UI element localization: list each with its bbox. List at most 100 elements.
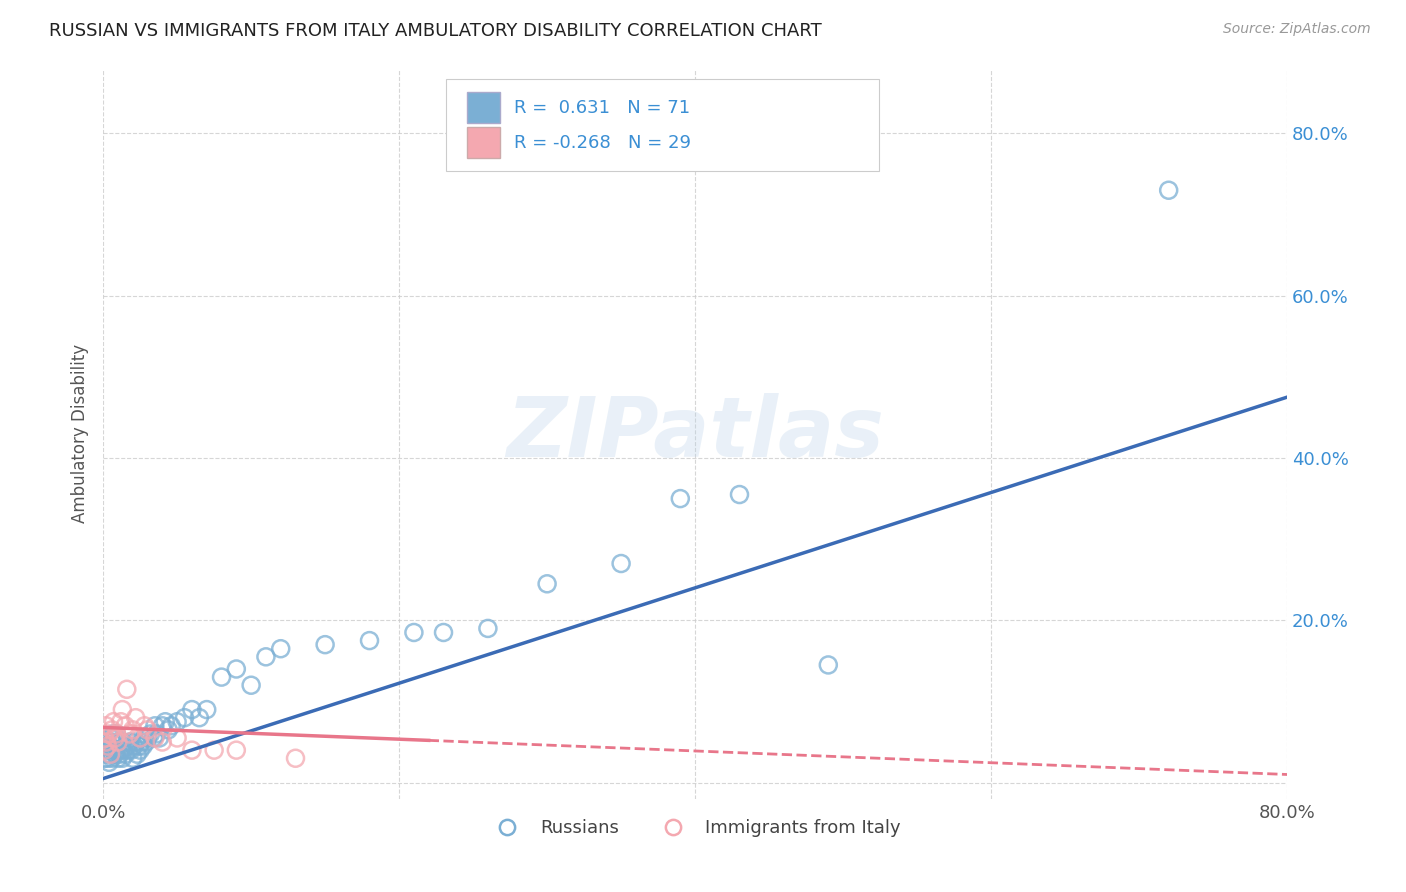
Point xyxy=(115,739,138,753)
Point xyxy=(134,731,156,745)
Point xyxy=(103,714,125,729)
Point xyxy=(105,727,128,741)
Point xyxy=(135,735,157,749)
Point xyxy=(94,747,117,762)
Point xyxy=(432,625,454,640)
Point xyxy=(97,751,120,765)
Point xyxy=(118,735,141,749)
Point xyxy=(117,743,139,757)
Point xyxy=(120,743,142,757)
Text: R = -0.268   N = 29: R = -0.268 N = 29 xyxy=(515,134,690,152)
Point xyxy=(202,743,225,757)
Point xyxy=(105,743,128,757)
Point xyxy=(104,747,127,762)
Point xyxy=(225,743,247,757)
Point xyxy=(94,739,117,753)
Point xyxy=(103,743,125,757)
Point xyxy=(94,719,117,733)
Point xyxy=(93,751,115,765)
Point xyxy=(100,747,122,762)
Point xyxy=(145,727,167,741)
FancyBboxPatch shape xyxy=(447,79,879,170)
Point xyxy=(127,747,149,762)
Point xyxy=(129,731,152,745)
Point xyxy=(98,727,121,741)
Point xyxy=(125,711,148,725)
Point xyxy=(122,739,145,753)
Point xyxy=(112,743,135,757)
Point xyxy=(111,702,134,716)
Point xyxy=(155,714,177,729)
Point xyxy=(93,743,115,757)
Point xyxy=(143,731,166,745)
Point xyxy=(97,735,120,749)
Point xyxy=(107,735,129,749)
Point xyxy=(359,633,381,648)
Point xyxy=(150,719,173,733)
Point xyxy=(121,751,143,765)
Point xyxy=(110,714,132,729)
Point xyxy=(131,735,153,749)
Point xyxy=(195,702,218,716)
Point xyxy=(107,735,129,749)
Point xyxy=(225,662,247,676)
Point xyxy=(114,719,136,733)
Point xyxy=(129,743,152,757)
Point xyxy=(104,731,127,745)
Point xyxy=(173,711,195,725)
Point xyxy=(728,487,751,501)
Point xyxy=(211,670,233,684)
Y-axis label: Ambulatory Disability: Ambulatory Disability xyxy=(72,344,89,524)
FancyBboxPatch shape xyxy=(467,92,499,123)
Point xyxy=(115,682,138,697)
Point xyxy=(284,751,307,765)
Point xyxy=(181,702,204,716)
Point xyxy=(134,719,156,733)
Text: R =  0.631   N = 71: R = 0.631 N = 71 xyxy=(515,99,690,117)
Point xyxy=(148,731,170,745)
Point xyxy=(100,731,122,745)
Point xyxy=(1157,183,1180,197)
Point xyxy=(103,727,125,741)
Point xyxy=(110,743,132,757)
Point xyxy=(181,743,204,757)
Point xyxy=(97,739,120,753)
Point xyxy=(669,491,692,506)
Point xyxy=(166,714,188,729)
Point xyxy=(118,727,141,741)
Point xyxy=(150,735,173,749)
Point xyxy=(132,739,155,753)
Point xyxy=(136,723,159,737)
Legend: Russians, Immigrants from Italy: Russians, Immigrants from Italy xyxy=(482,812,908,845)
Point xyxy=(254,649,277,664)
Text: Source: ZipAtlas.com: Source: ZipAtlas.com xyxy=(1223,22,1371,37)
Point xyxy=(101,723,124,737)
Point xyxy=(101,751,124,765)
Point xyxy=(100,747,122,762)
Point xyxy=(128,739,150,753)
Point xyxy=(108,747,131,762)
Point xyxy=(143,719,166,733)
Point xyxy=(817,657,839,672)
Point xyxy=(136,731,159,745)
Point xyxy=(188,711,211,725)
Point xyxy=(240,678,263,692)
Point xyxy=(314,638,336,652)
Point xyxy=(270,641,292,656)
Point xyxy=(94,735,117,749)
Point xyxy=(114,747,136,762)
Point xyxy=(105,727,128,741)
Text: ZIPatlas: ZIPatlas xyxy=(506,393,884,475)
Point xyxy=(104,731,127,745)
Point xyxy=(160,719,183,733)
FancyBboxPatch shape xyxy=(467,127,499,159)
Text: RUSSIAN VS IMMIGRANTS FROM ITALY AMBULATORY DISABILITY CORRELATION CHART: RUSSIAN VS IMMIGRANTS FROM ITALY AMBULAT… xyxy=(49,22,823,40)
Point xyxy=(477,622,499,636)
Point xyxy=(536,576,558,591)
Point xyxy=(101,735,124,749)
Point xyxy=(107,751,129,765)
Point xyxy=(166,731,188,745)
Point xyxy=(142,731,165,745)
Point xyxy=(139,727,162,741)
Point xyxy=(402,625,425,640)
